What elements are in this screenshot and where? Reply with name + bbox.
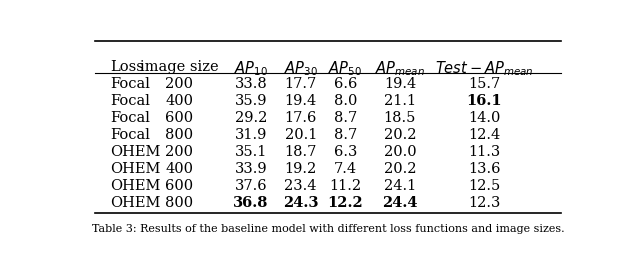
Text: $AP_{mean}$: $AP_{mean}$ — [375, 60, 425, 78]
Text: 200: 200 — [165, 145, 193, 159]
Text: 8.7: 8.7 — [333, 111, 357, 125]
Text: 21.1: 21.1 — [384, 94, 416, 108]
Text: 600: 600 — [165, 179, 193, 193]
Text: 24.1: 24.1 — [384, 179, 416, 193]
Text: 200: 200 — [165, 77, 193, 91]
Text: 37.6: 37.6 — [235, 179, 268, 193]
Text: $Test-AP_{mean}$: $Test-AP_{mean}$ — [435, 60, 534, 78]
Text: 24.4: 24.4 — [382, 196, 418, 210]
Text: 11.3: 11.3 — [468, 145, 500, 159]
Text: 12.4: 12.4 — [468, 128, 500, 142]
Text: 19.2: 19.2 — [285, 162, 317, 176]
Text: $AP_{30}$: $AP_{30}$ — [284, 60, 317, 78]
Text: 23.4: 23.4 — [284, 179, 317, 193]
Text: image size: image size — [140, 60, 218, 74]
Text: 18.5: 18.5 — [384, 111, 416, 125]
Text: 12.2: 12.2 — [328, 196, 364, 210]
Text: Loss: Loss — [110, 60, 143, 74]
Text: 17.6: 17.6 — [285, 111, 317, 125]
Text: 17.7: 17.7 — [285, 77, 317, 91]
Text: 35.1: 35.1 — [235, 145, 268, 159]
Text: 800: 800 — [165, 128, 193, 142]
Text: 12.5: 12.5 — [468, 179, 500, 193]
Text: 13.6: 13.6 — [468, 162, 500, 176]
Text: 8.0: 8.0 — [333, 94, 357, 108]
Text: 20.1: 20.1 — [285, 128, 317, 142]
Text: Focal: Focal — [110, 128, 150, 142]
Text: 8.7: 8.7 — [333, 128, 357, 142]
Text: 19.4: 19.4 — [384, 77, 416, 91]
Text: Focal: Focal — [110, 111, 150, 125]
Text: OHEM: OHEM — [110, 179, 160, 193]
Text: 33.9: 33.9 — [235, 162, 268, 176]
Text: 31.9: 31.9 — [235, 128, 268, 142]
Text: 20.2: 20.2 — [383, 128, 416, 142]
Text: 6.6: 6.6 — [333, 77, 357, 91]
Text: 12.3: 12.3 — [468, 196, 500, 210]
Text: 35.9: 35.9 — [235, 94, 268, 108]
Text: Focal: Focal — [110, 94, 150, 108]
Text: OHEM: OHEM — [110, 162, 160, 176]
Text: 18.7: 18.7 — [285, 145, 317, 159]
Text: 15.7: 15.7 — [468, 77, 500, 91]
Text: 6.3: 6.3 — [333, 145, 357, 159]
Text: 19.4: 19.4 — [285, 94, 317, 108]
Text: 400: 400 — [165, 162, 193, 176]
Text: OHEM: OHEM — [110, 145, 160, 159]
Text: 14.0: 14.0 — [468, 111, 500, 125]
Text: 36.8: 36.8 — [234, 196, 269, 210]
Text: 16.1: 16.1 — [467, 94, 502, 108]
Text: 400: 400 — [165, 94, 193, 108]
Text: 20.0: 20.0 — [383, 145, 416, 159]
Text: 800: 800 — [165, 196, 193, 210]
Text: 20.2: 20.2 — [383, 162, 416, 176]
Text: $AP_{50}$: $AP_{50}$ — [328, 60, 362, 78]
Text: Focal: Focal — [110, 77, 150, 91]
Text: $AP_{10}$: $AP_{10}$ — [234, 60, 268, 78]
Text: 600: 600 — [165, 111, 193, 125]
Text: 33.8: 33.8 — [235, 77, 268, 91]
Text: Table 3: Results of the baseline model with different loss functions and image s: Table 3: Results of the baseline model w… — [92, 224, 564, 234]
Text: OHEM: OHEM — [110, 196, 160, 210]
Text: 24.3: 24.3 — [283, 196, 319, 210]
Text: 29.2: 29.2 — [235, 111, 268, 125]
Text: 11.2: 11.2 — [330, 179, 362, 193]
Text: 7.4: 7.4 — [334, 162, 357, 176]
